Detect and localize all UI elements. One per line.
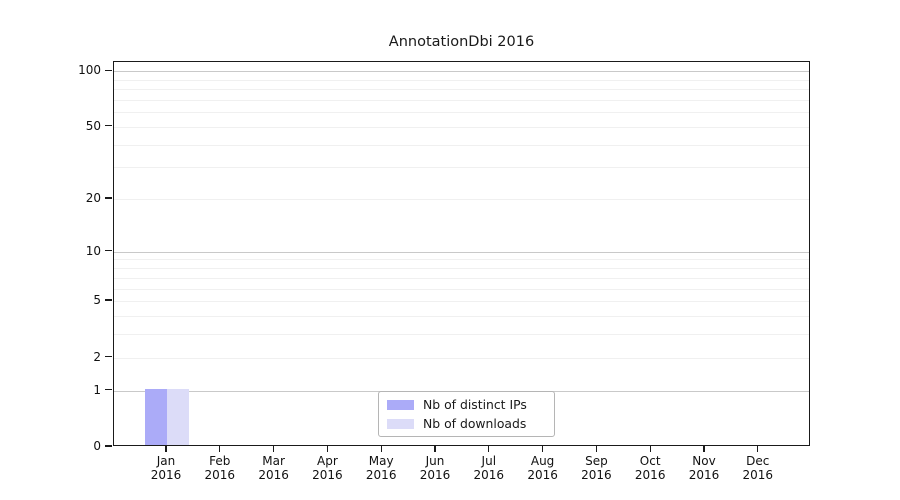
x-tick-month: Apr [317,454,338,468]
minor-gridline [114,99,809,101]
plot-area [113,61,810,446]
x-tick-label: Dec 2016 [743,454,774,482]
x-tick-month: Aug [530,454,555,468]
bar-nb-of-distinct-ips [145,388,167,445]
x-tick [488,446,490,452]
y-tick [105,388,112,391]
y-tick-label: 20 [85,191,101,206]
x-tick [703,446,705,452]
x-tick-month: Oct [639,454,661,468]
y-tick [105,125,112,127]
minor-gridline [114,268,809,270]
legend-swatch-downloads [387,418,414,429]
x-tick-month: May [368,454,394,468]
x-tick-label: Nov 2016 [689,454,720,482]
legend-swatch-distinct-ips [387,399,414,410]
x-tick-label: Oct 2016 [635,454,666,482]
minor-gridline [114,199,809,201]
minor-gridline [114,79,809,81]
x-tick-year: 2016 [634,468,666,483]
x-tick-label: Aug 2016 [527,454,558,482]
x-tick-year: 2016 [742,468,774,483]
y-tick [105,197,112,199]
minor-gridline [114,167,809,169]
x-tick-label: Jan 2016 [151,454,182,482]
legend-item-downloads: Nb of downloads [387,416,554,431]
x-tick-label: Jul 2016 [474,454,505,482]
x-tick [165,446,167,452]
legend-item-distinct-ips: Nb of distinct IPs [387,397,554,412]
y-tick-label: 1 [93,382,101,397]
minor-gridline [114,89,809,91]
y-tick [105,69,112,71]
legend: Nb of distinct IPs Nb of downloads [378,391,555,437]
x-tick-month: Nov [692,454,716,468]
minor-gridline [114,277,809,279]
x-tick-month: Sep [585,454,608,468]
y-tick-label: 5 [93,293,101,308]
x-tick [757,446,759,452]
x-tick-label: Sep 2016 [581,454,612,482]
x-tick-label: Feb 2016 [205,454,236,482]
x-tick [595,446,598,452]
major-gridline [114,251,809,253]
legend-label-distinct-ips: Nb of distinct IPs [423,397,527,412]
x-tick-year: 2016 [527,468,558,483]
x-tick-label: Apr 2016 [312,454,343,482]
major-gridline [114,71,809,73]
minor-gridline [114,259,809,261]
x-tick-label: May 2016 [366,454,397,482]
x-tick-year: 2016 [258,468,289,483]
x-tick-year: 2016 [419,468,451,483]
x-tick-month: Jul [481,454,497,468]
legend-label-downloads: Nb of downloads [423,416,527,431]
bar-nb-of-downloads [167,388,189,445]
x-tick-year: 2016 [473,468,505,483]
y-tick [105,299,112,301]
minor-gridline [114,112,809,114]
x-tick-label: Mar 2016 [258,454,289,482]
x-tick [542,446,544,452]
x-tick-year: 2016 [688,468,720,483]
x-tick [219,446,221,452]
y-tick-label: 10 [85,243,101,258]
y-tick [105,250,112,252]
chart-title: AnnotationDbi 2016 [388,34,535,50]
minor-gridline [114,288,809,290]
x-tick-year: 2016 [581,468,612,483]
minor-gridline [114,126,809,128]
y-tick-label: 0 [93,439,101,453]
x-tick [434,446,436,452]
minor-gridline [114,144,809,146]
x-tick-month: Feb [209,454,231,468]
minor-gridline [114,301,809,303]
minor-gridline [114,334,809,336]
x-tick [273,446,275,452]
x-tick-label: Jun 2016 [420,454,451,482]
x-tick-month: Jun [425,454,445,468]
minor-gridline [114,357,809,359]
x-tick-year: 2016 [204,468,236,483]
x-tick-month: Mar [262,454,285,468]
x-tick [326,446,329,452]
y-tick-label: 100 [78,63,101,78]
x-tick [649,446,651,452]
x-tick-month: Dec [746,454,770,468]
x-tick-year: 2016 [365,468,397,483]
x-tick-month: Jan [156,454,176,468]
y-tick [105,355,112,358]
x-tick-year: 2016 [312,468,343,483]
minor-gridline [114,315,809,317]
y-tick-label: 50 [85,118,101,133]
x-tick [380,446,382,452]
x-tick-year: 2016 [150,468,182,483]
y-tick [105,445,112,447]
y-tick-label: 2 [93,349,101,364]
